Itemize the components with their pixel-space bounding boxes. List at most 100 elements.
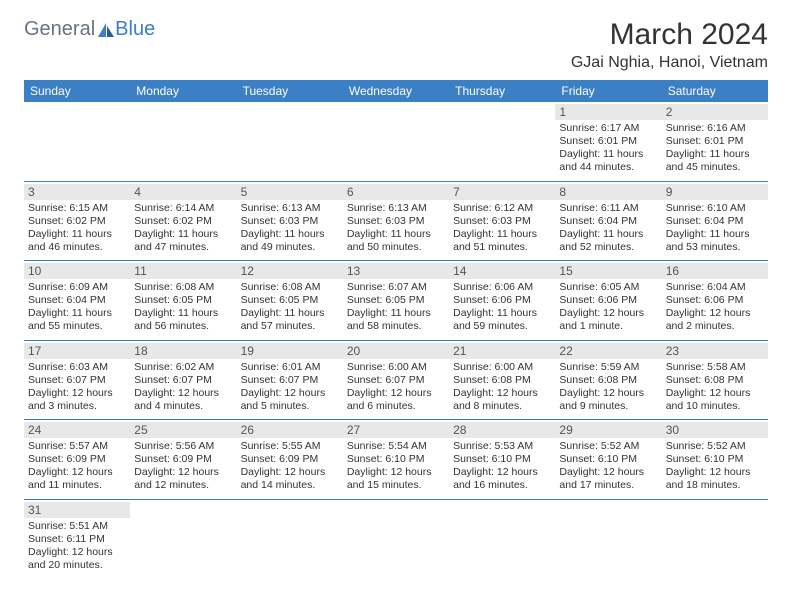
empty-cell [343,499,449,578]
day-cell: 22Sunrise: 5:59 AMSunset: 6:08 PMDayligh… [555,340,661,420]
daylight-line: Daylight: 11 hours and 59 minutes. [453,307,551,333]
day-number: 25 [130,422,236,438]
day-number: 14 [449,263,555,279]
day-number: 29 [555,422,661,438]
day-cell: 21Sunrise: 6:00 AMSunset: 6:08 PMDayligh… [449,340,555,420]
sunset-line: Sunset: 6:07 PM [347,374,445,387]
sunrise-line: Sunrise: 5:57 AM [28,440,126,453]
daylight-line: Daylight: 12 hours and 3 minutes. [28,387,126,413]
sunset-line: Sunset: 6:09 PM [134,453,232,466]
sunset-line: Sunset: 6:07 PM [241,374,339,387]
sunrise-line: Sunrise: 5:54 AM [347,440,445,453]
sunset-line: Sunset: 6:04 PM [28,294,126,307]
header: General Blue March 2024 GJai Nghia, Hano… [24,18,768,72]
empty-cell [555,499,661,578]
sunset-line: Sunset: 6:08 PM [559,374,657,387]
day-cell: 6Sunrise: 6:13 AMSunset: 6:03 PMDaylight… [343,181,449,261]
day-number: 20 [343,343,449,359]
day-number: 26 [237,422,343,438]
daylight-line: Daylight: 11 hours and 47 minutes. [134,228,232,254]
day-cell: 2Sunrise: 6:16 AMSunset: 6:01 PMDaylight… [662,102,768,181]
day-cell: 3Sunrise: 6:15 AMSunset: 6:02 PMDaylight… [24,181,130,261]
sunset-line: Sunset: 6:08 PM [666,374,764,387]
daylight-line: Daylight: 11 hours and 51 minutes. [453,228,551,254]
month-title: March 2024 [571,18,768,52]
daylight-line: Daylight: 12 hours and 8 minutes. [453,387,551,413]
day-cell: 29Sunrise: 5:52 AMSunset: 6:10 PMDayligh… [555,420,661,500]
day-number: 13 [343,263,449,279]
daylight-line: Daylight: 12 hours and 15 minutes. [347,466,445,492]
sunset-line: Sunset: 6:05 PM [134,294,232,307]
sunrise-line: Sunrise: 6:08 AM [241,281,339,294]
day-number: 17 [24,343,130,359]
day-cell: 28Sunrise: 5:53 AMSunset: 6:10 PMDayligh… [449,420,555,500]
sunrise-line: Sunrise: 6:03 AM [28,361,126,374]
weekday-thursday: Thursday [449,80,555,102]
day-number: 5 [237,184,343,200]
day-cell: 7Sunrise: 6:12 AMSunset: 6:03 PMDaylight… [449,181,555,261]
sunset-line: Sunset: 6:06 PM [666,294,764,307]
sunrise-line: Sunrise: 6:01 AM [241,361,339,374]
logo-sail-icon [97,22,115,38]
weekday-monday: Monday [130,80,236,102]
sunset-line: Sunset: 6:10 PM [666,453,764,466]
sunrise-line: Sunrise: 6:10 AM [666,202,764,215]
sunset-line: Sunset: 6:06 PM [559,294,657,307]
daylight-line: Daylight: 12 hours and 2 minutes. [666,307,764,333]
daylight-line: Daylight: 12 hours and 18 minutes. [666,466,764,492]
sunrise-line: Sunrise: 6:14 AM [134,202,232,215]
daylight-line: Daylight: 12 hours and 4 minutes. [134,387,232,413]
sunrise-line: Sunrise: 6:00 AM [347,361,445,374]
daylight-line: Daylight: 12 hours and 1 minute. [559,307,657,333]
day-cell: 25Sunrise: 5:56 AMSunset: 6:09 PMDayligh… [130,420,236,500]
sunset-line: Sunset: 6:05 PM [347,294,445,307]
day-cell: 26 Sunrise: 5:55 AMSunset: 6:09 PMDayligh… [237,420,343,500]
empty-cell [130,102,236,181]
day-cell: 27Sunrise: 5:54 AMSunset: 6:10 PMDayligh… [343,420,449,500]
daylight-line: Daylight: 12 hours and 10 minutes. [666,387,764,413]
daylight-line: Daylight: 12 hours and 16 minutes. [453,466,551,492]
weekday-friday: Friday [555,80,661,102]
sunrise-line: Sunrise: 6:02 AM [134,361,232,374]
day-number: 30 [662,422,768,438]
daylight-line: Daylight: 12 hours and 14 minutes. [241,466,339,492]
location: GJai Nghia, Hanoi, Vietnam [571,54,768,72]
sunrise-line: Sunrise: 6:07 AM [347,281,445,294]
sunrise-line: Sunrise: 6:05 AM [559,281,657,294]
empty-cell [130,499,236,578]
day-number: 18 [130,343,236,359]
day-number: 10 [24,263,130,279]
day-cell: 20Sunrise: 6:00 AMSunset: 6:07 PMDayligh… [343,340,449,420]
daylight-line: Daylight: 11 hours and 57 minutes. [241,307,339,333]
sunrise-line: Sunrise: 5:56 AM [134,440,232,453]
calendar-row: 1Sunrise: 6:17 AMSunset: 6:01 PMDaylight… [24,102,768,181]
day-cell: 16Sunrise: 6:04 AMSunset: 6:06 PMDayligh… [662,261,768,341]
day-number: 19 [237,343,343,359]
day-number: 4 [130,184,236,200]
sunrise-line: Sunrise: 6:06 AM [453,281,551,294]
day-cell: 5Sunrise: 6:13 AMSunset: 6:03 PMDaylight… [237,181,343,261]
empty-cell [662,499,768,578]
sunrise-line: Sunrise: 6:17 AM [559,122,657,135]
day-cell: 4Sunrise: 6:14 AMSunset: 6:02 PMDaylight… [130,181,236,261]
sunrise-line: Sunrise: 5:55 AM [241,440,339,453]
calendar-row: 31Sunrise: 5:51 AMSunset: 6:11 PMDayligh… [24,499,768,578]
daylight-line: Daylight: 11 hours and 56 minutes. [134,307,232,333]
empty-cell [24,102,130,181]
day-cell: 9Sunrise: 6:10 AMSunset: 6:04 PMDaylight… [662,181,768,261]
empty-cell [237,102,343,181]
empty-cell [449,499,555,578]
day-number: 6 [343,184,449,200]
logo-text-general: General [24,18,95,41]
day-cell: 17Sunrise: 6:03 AMSunset: 6:07 PMDayligh… [24,340,130,420]
day-number: 15 [555,263,661,279]
daylight-line: Daylight: 11 hours and 55 minutes. [28,307,126,333]
weekday-header-row: Sunday Monday Tuesday Wednesday Thursday… [24,80,768,102]
day-number: 7 [449,184,555,200]
sunrise-line: Sunrise: 6:12 AM [453,202,551,215]
day-cell: 19Sunrise: 6:01 AMSunset: 6:07 PMDayligh… [237,340,343,420]
sunset-line: Sunset: 6:09 PM [241,453,339,466]
sunrise-line: Sunrise: 5:52 AM [666,440,764,453]
calendar-row: 10Sunrise: 6:09 AMSunset: 6:04 PMDayligh… [24,261,768,341]
day-number: 16 [662,263,768,279]
